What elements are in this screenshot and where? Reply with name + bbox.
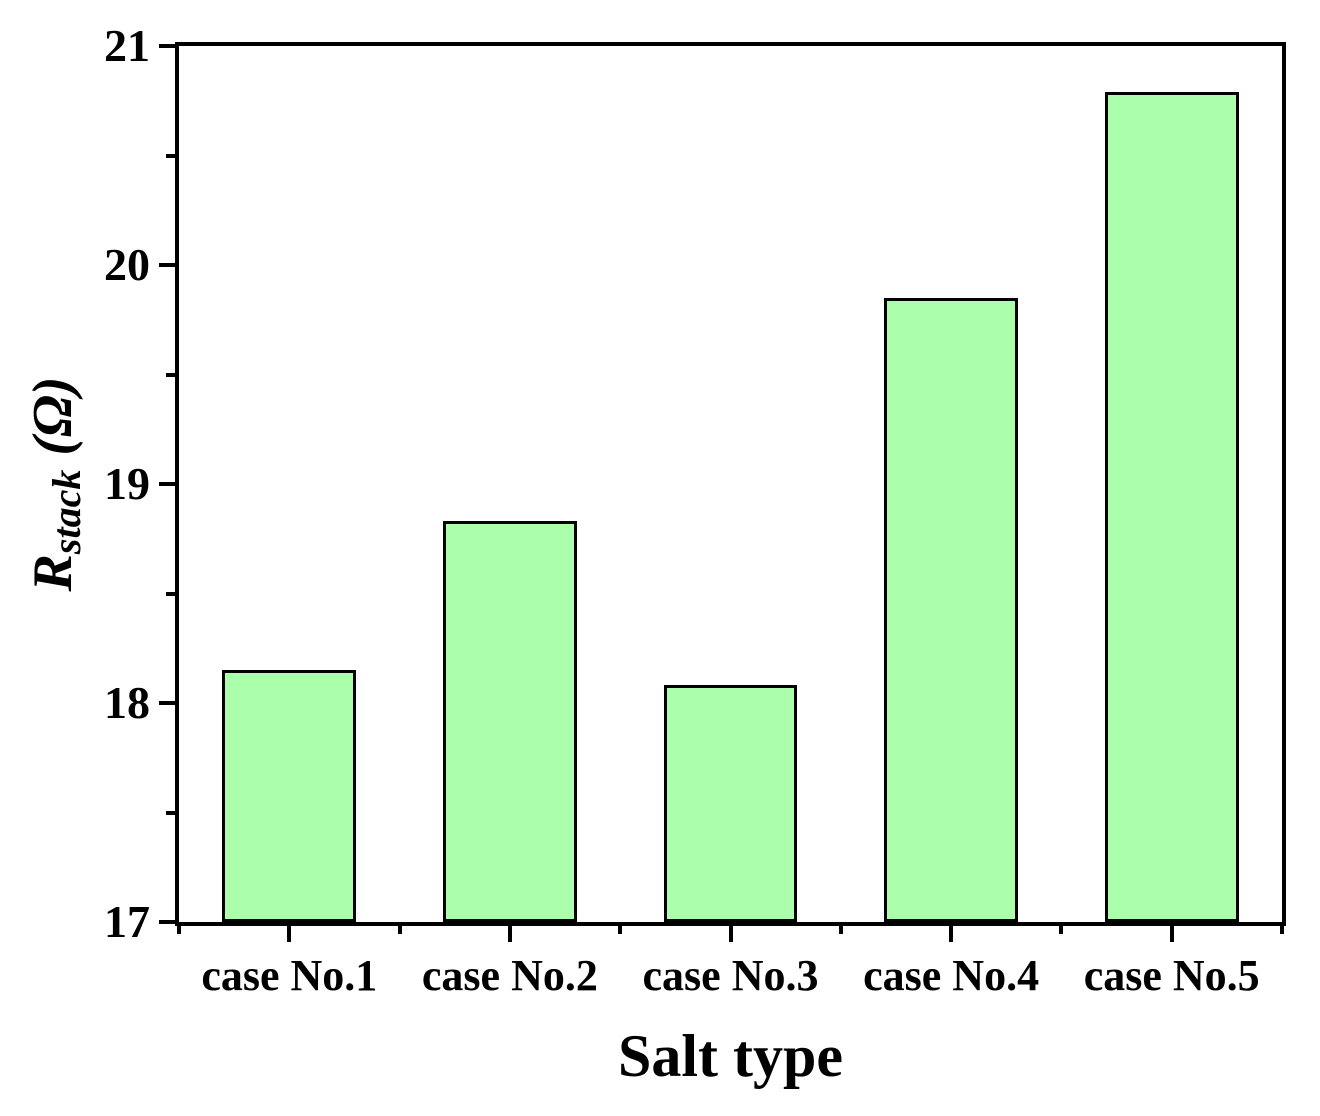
y-tick-label: 18	[104, 677, 150, 728]
y-tick-label: 21	[104, 20, 150, 71]
y-minor-tick	[166, 591, 175, 596]
x-major-tick	[287, 926, 292, 942]
y-axis-title-symbol: R	[22, 554, 85, 592]
y-tick-label: 20	[104, 239, 150, 290]
x-minor-tick	[397, 926, 402, 934]
x-major-tick	[507, 926, 512, 942]
bar	[663, 685, 798, 922]
y-minor-tick	[166, 372, 175, 377]
x-minor-tick	[1059, 926, 1064, 934]
y-major-tick	[159, 920, 175, 924]
x-tick-label: case No.5	[1083, 951, 1260, 1000]
x-axis-title: Salt type	[618, 1023, 843, 1089]
y-minor-tick	[166, 153, 175, 158]
y-axis-title-unit: (Ω)	[22, 376, 85, 470]
x-minor-tick	[1280, 926, 1284, 934]
y-tick-label: 17	[104, 896, 150, 947]
x-minor-tick	[177, 926, 181, 934]
x-minor-tick	[618, 926, 623, 934]
y-major-tick	[159, 701, 175, 705]
x-tick-label: case No.1	[201, 951, 378, 1000]
plot-area: Rstack (Ω) Salt type 17 18 19 20 21 case No.1…	[22, 23, 1286, 1086]
y-major-tick	[159, 263, 175, 267]
y-minor-tick	[166, 810, 175, 815]
x-minor-tick	[838, 926, 843, 934]
bar	[884, 297, 1019, 922]
bar	[1104, 92, 1239, 922]
bar	[222, 670, 357, 922]
x-tick-label: case No.4	[863, 951, 1040, 1000]
x-major-tick	[728, 926, 733, 942]
bar	[442, 521, 577, 922]
y-tick-label: 19	[104, 458, 150, 509]
x-major-tick	[1169, 926, 1174, 942]
y-major-tick	[159, 482, 175, 486]
x-major-tick	[949, 926, 954, 942]
x-tick-label: case No.2	[421, 951, 598, 1000]
x-tick-label: case No.3	[642, 951, 819, 1000]
y-major-tick	[159, 44, 175, 48]
